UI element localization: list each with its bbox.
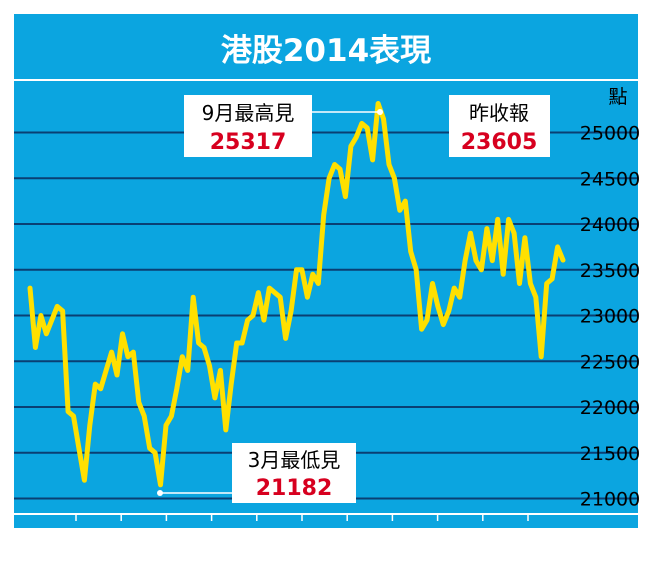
x-tick-label-month-6: 6 (267, 537, 279, 559)
y-tick-label: 22500 (580, 351, 640, 373)
annotation-high-label: 9月最高見 (202, 101, 295, 125)
y-tick-label: 23000 (580, 306, 640, 328)
x-tick-label-month-11: 11 (487, 537, 511, 559)
y-axis-unit: 點 (608, 86, 627, 108)
annotation-high-box (184, 95, 312, 157)
annotation-close-value: 23605 (461, 130, 538, 155)
x-tick-label-month-5: 5 (222, 537, 234, 559)
y-tick-label: 21000 (580, 489, 640, 511)
y-tick-label: 24500 (580, 168, 640, 190)
x-tick-label-month-4: 4 (177, 537, 189, 559)
chart-title: 港股2014表現 (221, 33, 431, 69)
x-tick-label-month-9: 9 (403, 537, 415, 559)
callout-dot-high (377, 109, 383, 115)
annotation-low-box (232, 443, 356, 503)
annotation-close: 昨收報 23605 (449, 95, 550, 157)
y-tick-label: 23500 (580, 260, 640, 282)
x-axis-band (14, 514, 638, 528)
series-line-hsi (27, 101, 566, 488)
annotation-low-label: 3月最低見 (248, 448, 341, 472)
x-tick-label-month-8: 8 (357, 537, 369, 559)
x-axis-unit: 月 (588, 537, 607, 559)
grid-lines (14, 131, 638, 500)
y-tick-label: 22000 (580, 397, 640, 419)
x-tick-label-month-7: 7 (312, 537, 324, 559)
annotation-close-label: 昨收報 (469, 101, 529, 125)
y-axis-ticks: 21000 21500 22000 22500 23000 23500 24000 24500… (580, 123, 640, 511)
x-tick-label-month-12: 12 (532, 537, 556, 559)
title-bar (14, 24, 638, 80)
y-tick-label: 24000 (580, 214, 640, 236)
annotation-close-box (449, 95, 550, 157)
annotation-low: 3月最低見 21182 (232, 443, 356, 503)
x-tick-label-month-3: 3 (131, 537, 143, 559)
annotation-high-value: 25317 (210, 130, 287, 155)
annotation-high: 9月最高見 25317 (184, 95, 312, 157)
x-tick-label-month-1: 1 (41, 537, 53, 559)
callout-dot-low (157, 490, 163, 496)
y-tick-label: 21500 (580, 443, 640, 465)
x-axis-ticks: 1 2 3 4 5 6 7 8 9 10 11 12 (41, 514, 556, 559)
y-tick-label: 25000 (580, 123, 640, 145)
annotation-low-value: 21182 (256, 476, 333, 501)
x-tick-label-month-10: 10 (442, 537, 466, 559)
x-tick-label-month-2: 2 (86, 537, 98, 559)
